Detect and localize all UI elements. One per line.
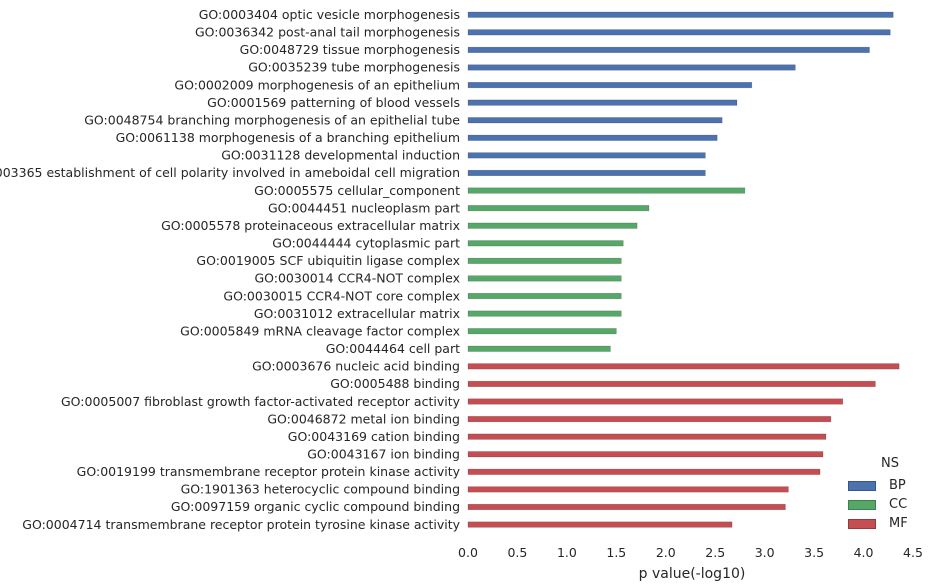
y-tick-label: GO:0061138 morphogenesis of a branching … xyxy=(116,130,460,145)
x-tick-label: 0.5 xyxy=(507,545,527,560)
bar xyxy=(467,99,738,106)
bar xyxy=(467,222,638,229)
y-tick-label: GO:0048729 tissue morphogenesis xyxy=(240,42,460,57)
y-tick-label: GO:0031012 extracellular matrix xyxy=(254,306,460,321)
bar xyxy=(467,275,622,282)
x-axis-label: p value(-log10) xyxy=(639,566,746,582)
y-tick-labels: GO:0003404 optic vesicle morphogenesis GO… xyxy=(0,7,461,532)
x-tick-label: 4.0 xyxy=(854,545,874,560)
legend-item-mf: MF xyxy=(848,514,928,533)
legend-label-mf: MF xyxy=(889,516,908,531)
x-tick-label: 1.0 xyxy=(557,545,577,560)
legend-item-cc: CC xyxy=(848,495,928,514)
y-tick-label: GO:0044451 nucleoplasm part xyxy=(268,200,460,215)
y-tick-label: GO:0043169 cation binding xyxy=(288,429,460,444)
bar xyxy=(467,486,789,493)
x-tick-label: 3.5 xyxy=(804,545,824,560)
x-tick-label: 2.5 xyxy=(705,545,725,560)
bar xyxy=(467,169,706,177)
y-tick-label: GO:0005007 fibroblast growth factor-acti… xyxy=(61,394,461,409)
y-tick-label: GO:0004714 transmembrane receptor protei… xyxy=(22,517,460,532)
bar xyxy=(467,398,844,405)
y-tick-label: GO:0005578 proteinaceous extracellular m… xyxy=(161,218,460,233)
y-tick-label: GO:0031128 developmental induction xyxy=(221,148,460,163)
x-tick-labels: 0.0 0.5 1.0 1.5 2.0 2.5 3.0 3.5 4.0 4.5 xyxy=(458,545,923,560)
bar xyxy=(467,363,900,370)
y-tick-label: GO:0030015 CCR4-NOT core complex xyxy=(223,288,460,303)
y-tick-label: GO:0046872 metal ion binding xyxy=(267,411,460,426)
y-tick-label: GO:0048754 branching morphogenesis of an… xyxy=(84,112,460,127)
y-tick-label: GO:0044444 cytoplasmic part xyxy=(272,236,460,251)
bar xyxy=(467,451,824,458)
x-tick-label: 0.0 xyxy=(458,545,478,560)
bar xyxy=(467,64,796,71)
bar xyxy=(467,187,746,194)
y-tick-label: GO:0019005 SCF ubiquitin ligase complex xyxy=(196,253,460,268)
legend-swatch-mf xyxy=(848,518,876,529)
bar xyxy=(467,310,622,317)
x-tick-label: 4.5 xyxy=(903,545,923,560)
bar xyxy=(467,345,611,352)
legend-item-bp: BP xyxy=(848,476,928,495)
bar xyxy=(467,257,622,264)
y-tick-label: GO:0003365 establishment of cell polarit… xyxy=(0,165,460,180)
y-tick-label: GO:0001569 patterning of blood vessels xyxy=(207,95,460,110)
bar xyxy=(467,468,821,475)
legend: NS BP CC MF xyxy=(848,456,928,533)
x-tick-label: 1.5 xyxy=(606,545,626,560)
bar xyxy=(467,46,870,53)
bar xyxy=(467,11,894,18)
x-tick-label: 2.0 xyxy=(656,545,676,560)
bar xyxy=(467,328,617,335)
y-tick-label: GO:0044464 cell part xyxy=(326,341,460,356)
x-tick-label: 3.0 xyxy=(755,545,775,560)
bar xyxy=(467,521,733,528)
y-tick-label: GO:0035239 tube morphogenesis xyxy=(248,60,460,75)
bar xyxy=(467,503,786,511)
y-tick-label: GO:0005488 binding xyxy=(330,376,460,391)
bar xyxy=(467,292,622,300)
legend-swatch-bp xyxy=(848,480,876,491)
y-tick-label: GO:0005575 cellular_component xyxy=(254,183,460,198)
legend-label-cc: CC xyxy=(889,497,908,512)
bars xyxy=(467,11,900,528)
bar xyxy=(467,205,650,212)
y-tick-label: GO:0036342 post-anal tail morphogenesis xyxy=(195,25,460,40)
y-tick-label: GO:0030014 CCR4-NOT complex xyxy=(254,271,460,286)
bar xyxy=(467,82,753,89)
y-tick-label: GO:0043167 ion binding xyxy=(307,447,460,462)
bar xyxy=(467,29,891,36)
bar xyxy=(467,152,706,159)
legend-title: NS xyxy=(881,456,899,471)
y-tick-label: GO:0002009 morphogenesis of an epitheliu… xyxy=(174,77,460,92)
y-tick-label: GO:0003676 nucleic acid binding xyxy=(252,359,460,374)
y-tick-label: GO:0003404 optic vesicle morphogenesis xyxy=(199,7,460,22)
bar xyxy=(467,240,624,247)
bar xyxy=(467,380,876,387)
legend-swatch-cc xyxy=(848,499,876,510)
bar xyxy=(467,117,723,124)
y-tick-label: GO:0019199 transmembrane receptor protei… xyxy=(77,464,461,479)
y-tick-label: GO:0005849 mRNA cleavage factor complex xyxy=(180,323,460,338)
y-tick-label: GO:1901363 heterocyclic compound binding xyxy=(181,482,460,497)
legend-label-bp: BP xyxy=(889,478,906,493)
bar xyxy=(467,416,832,423)
y-tick-label: GO:0097159 organic cyclic compound bindi… xyxy=(171,499,460,514)
bar xyxy=(467,134,718,141)
bar xyxy=(467,433,827,440)
